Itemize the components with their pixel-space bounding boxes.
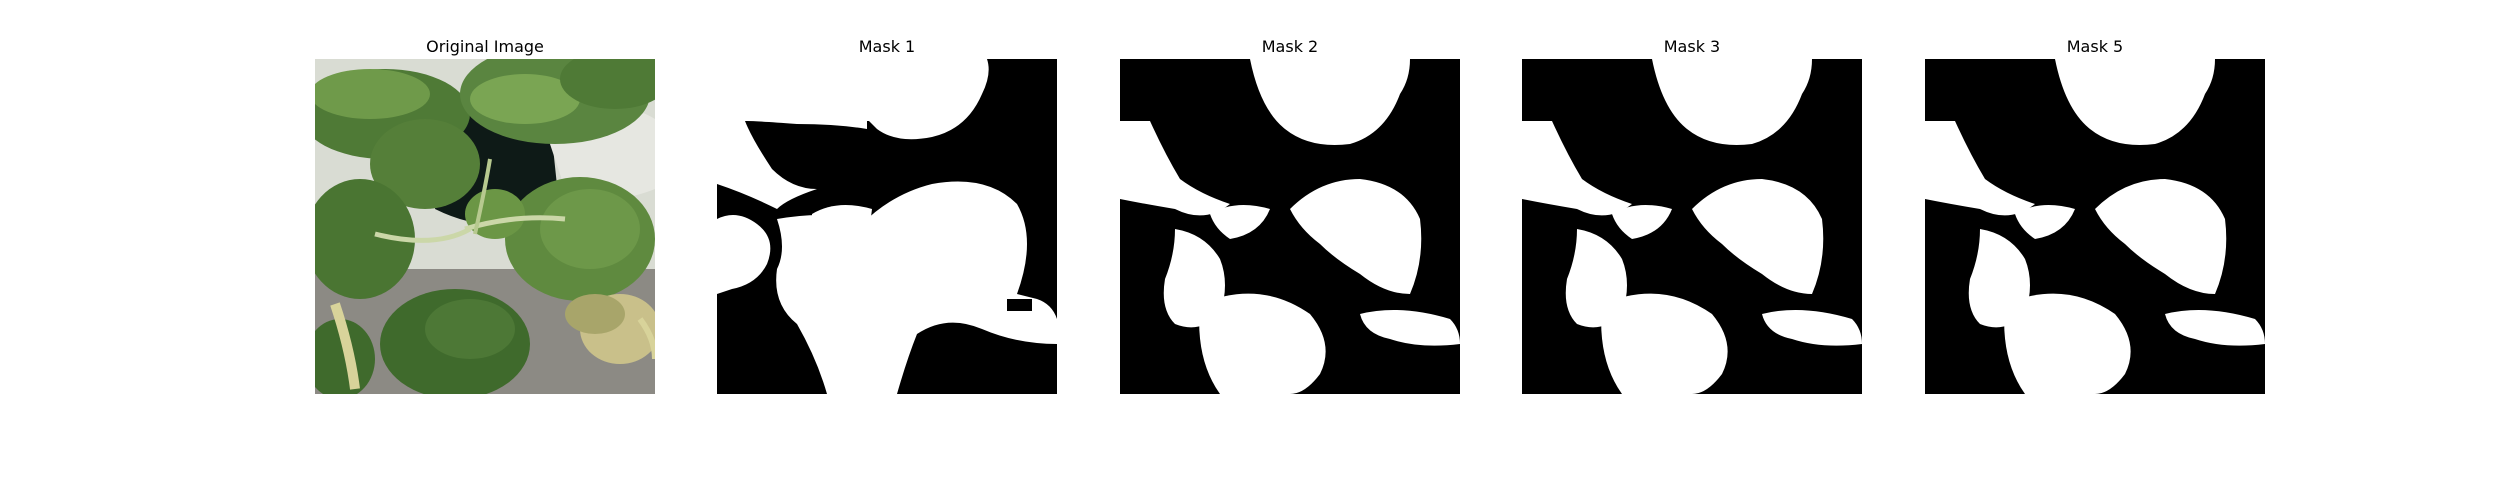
- panel-title: Original Image: [426, 37, 544, 56]
- mask-5-image: [1925, 59, 2265, 394]
- panel-mask-2: Mask 2: [1120, 39, 1460, 448]
- mask-1-image: [717, 59, 1057, 394]
- panel-title: Mask 1: [858, 37, 916, 56]
- mask-3-image: [1522, 59, 1862, 394]
- panel-mask-5: Mask 5: [1925, 39, 2265, 448]
- panel-mask-1: Mask 1: [717, 39, 1057, 448]
- panel-mask-3: Mask 3: [1522, 39, 1862, 448]
- original-image: [315, 59, 655, 394]
- panel-title: Mask 3: [1663, 37, 1721, 56]
- panel-original-image: Original Image: [315, 39, 655, 448]
- panel-title: Mask 2: [1261, 37, 1319, 56]
- mask-2-image: [1120, 59, 1460, 394]
- panel-title: Mask 5: [2066, 37, 2124, 56]
